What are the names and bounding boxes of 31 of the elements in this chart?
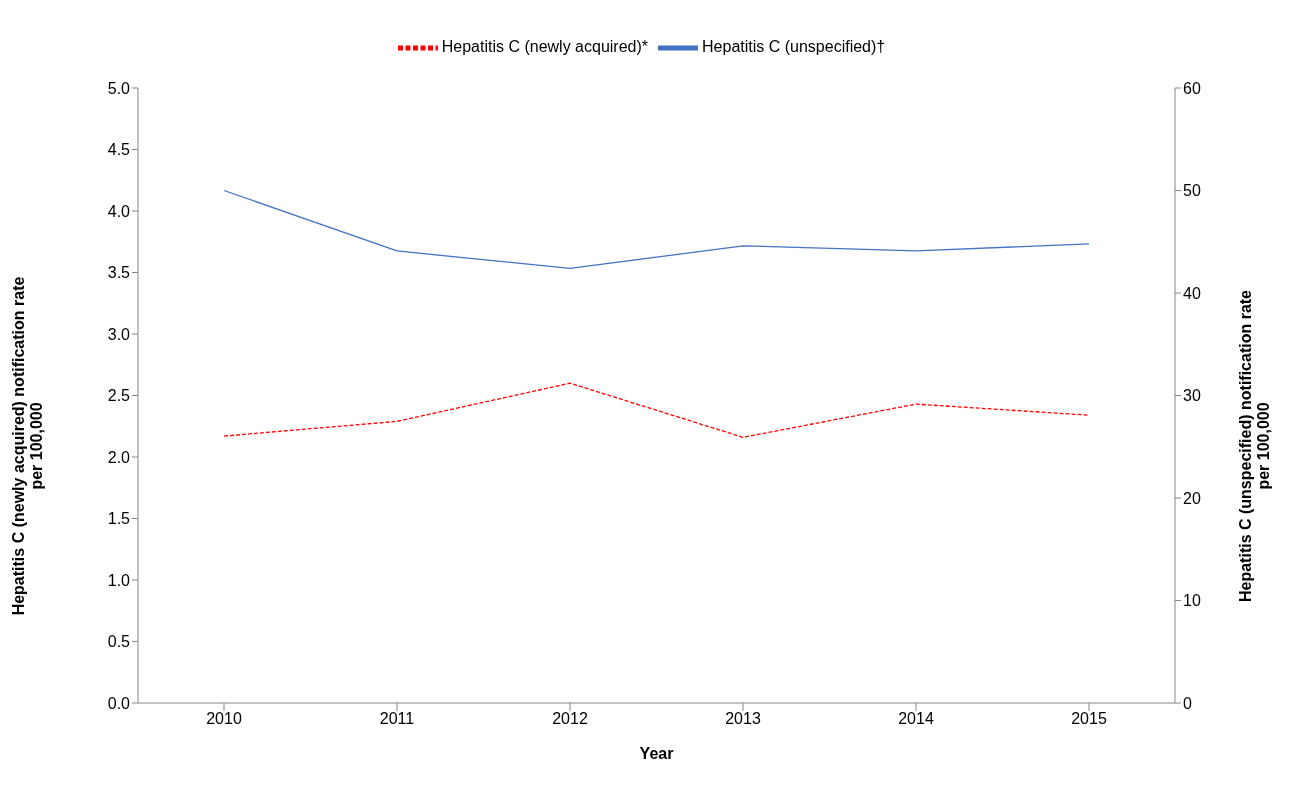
x-tick-label: 2013 xyxy=(725,710,761,728)
y-tick-label: 0.5 xyxy=(107,633,131,651)
x-tick-label: 2010 xyxy=(206,710,242,728)
line-series xyxy=(223,382,1090,438)
y2-tick-label: 20 xyxy=(1183,489,1201,507)
y2-tick-label: 0 xyxy=(1183,694,1192,712)
y-tick-label: 4.5 xyxy=(107,141,131,159)
y2-tick-label: 40 xyxy=(1183,284,1201,302)
y-tick-label: 3.5 xyxy=(107,264,131,282)
y2-tick-label: 30 xyxy=(1183,387,1201,405)
y-tick-label: 4.0 xyxy=(107,202,131,220)
y2-tick-label: 10 xyxy=(1183,592,1201,610)
x-axis-title: Year xyxy=(639,745,674,763)
y-tick-label: 1.5 xyxy=(107,510,131,528)
y-tick-label: 2.5 xyxy=(107,387,131,405)
legend-label: Hepatitis C (unspecified)† xyxy=(702,38,886,56)
y2-tick-label: 50 xyxy=(1183,182,1201,200)
x-tick-label: 2011 xyxy=(379,710,415,728)
y-tick-label: 0.0 xyxy=(107,694,131,712)
y-axis-title: Hepatitis C (newly acquired) notification rate per 100,000 xyxy=(10,276,46,616)
x-tick-label: 2015 xyxy=(1071,710,1107,728)
y2-axis-title: Hepatitis C (unspecified) notification rate per 100,000 xyxy=(1237,289,1273,604)
legend-label: Hepatitis C (newly acquired)* xyxy=(441,38,649,56)
line-series xyxy=(223,189,1090,270)
y-tick-label: 2.0 xyxy=(107,448,131,466)
y2-tick-label: 60 xyxy=(1183,79,1201,97)
x-tick-label: 2012 xyxy=(552,710,588,728)
x-tick-label: 2014 xyxy=(898,710,934,728)
y-tick-label: 3.0 xyxy=(107,325,131,343)
y-tick-label: 5.0 xyxy=(107,79,131,97)
y-tick-label: 1.0 xyxy=(107,571,131,589)
